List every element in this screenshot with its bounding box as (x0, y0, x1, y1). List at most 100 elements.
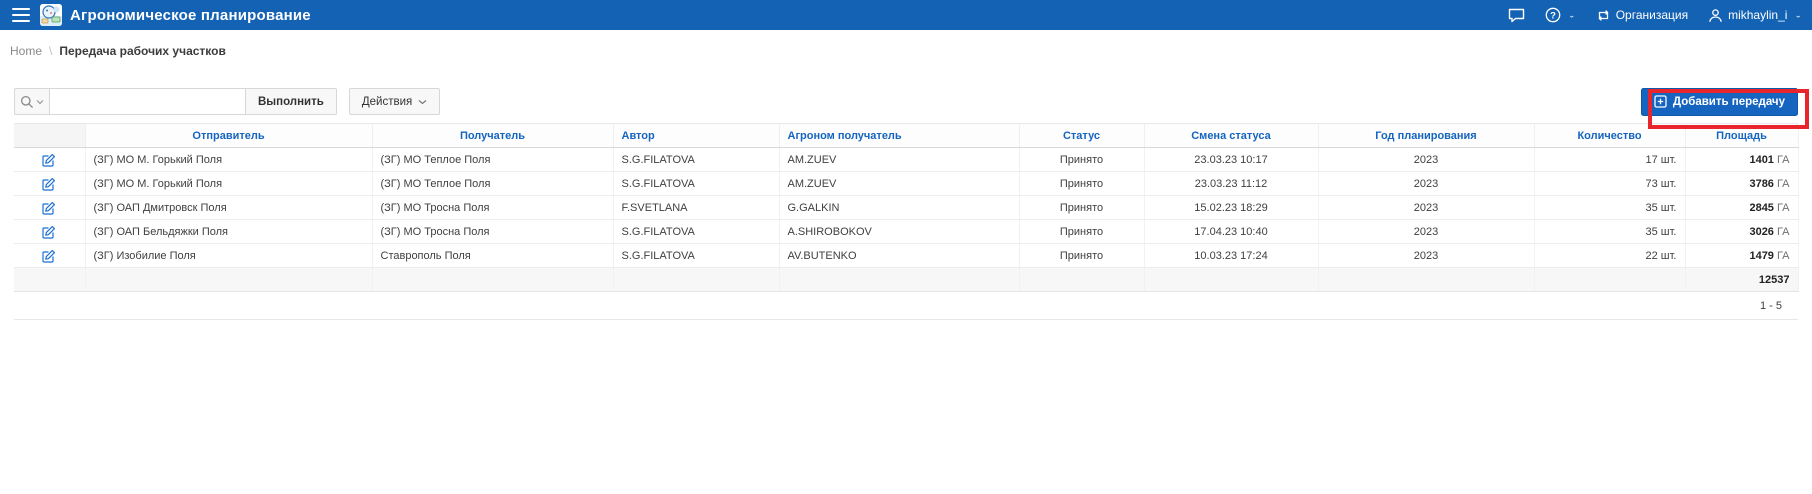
area-value: 3786 (1749, 177, 1774, 190)
cell-author: S.G.FILATOVA (613, 243, 780, 268)
edit-row-icon[interactable] (42, 177, 56, 191)
cell-status: Принято (1019, 195, 1145, 220)
user-menu[interactable]: mikhaylin_i ⌄ (1708, 8, 1802, 23)
cell-receiver: (ЗГ) МО Теплое Поля (372, 147, 614, 172)
area-unit: ГА (1776, 225, 1790, 238)
search-icon (20, 95, 34, 108)
table-header-row: Отправитель Получатель Автор Агроном пол… (14, 123, 1799, 148)
organization-switcher[interactable]: Организация (1596, 8, 1688, 23)
cell-author: S.G.FILATOVA (613, 219, 780, 244)
area-value: 1401 (1749, 153, 1774, 166)
table-body: (ЗГ) МО М. Горький Поля (ЗГ) МО Теплое П… (14, 147, 1799, 268)
cell-agronomist: AV.BUTENKO (779, 243, 1020, 268)
search-input[interactable] (50, 88, 246, 115)
table-row: (ЗГ) ОАП Дмитровск Поля (ЗГ) МО Тросна П… (14, 195, 1799, 220)
cell-planning-year: 2023 (1318, 243, 1535, 268)
cell-sender: (ЗГ) ОАП Дмитровск Поля (85, 195, 373, 220)
plus-square-icon (1654, 95, 1667, 108)
breadcrumb: Home \ Передача рабочих участков (0, 30, 1812, 58)
cell-status: Принято (1019, 243, 1145, 268)
column-header-receiver[interactable]: Получатель (372, 123, 614, 148)
cell-quantity: 73 шт. (1534, 171, 1686, 196)
cell-sender: (ЗГ) МО М. Горький Поля (85, 171, 373, 196)
chevron-down-icon: ⌄ (1568, 10, 1576, 19)
pagination: 1 - 5 (14, 292, 1798, 320)
column-header-planning-year[interactable]: Год планирования (1318, 123, 1535, 148)
breadcrumb-home-link[interactable]: Home (10, 44, 43, 58)
cell-area: 1401 ГА (1685, 147, 1799, 172)
column-header-sender[interactable]: Отправитель (85, 123, 373, 148)
cell-status: Принято (1019, 147, 1145, 172)
report-toolbar: Выполнить Действия Добавить передачу (14, 87, 1798, 116)
column-header-author[interactable]: Автор (613, 123, 780, 148)
cell-status-changed: 15.02.23 18:29 (1144, 195, 1319, 220)
help-menu[interactable]: ? ⌄ (1545, 7, 1576, 23)
column-header-edit (14, 123, 86, 148)
column-header-area[interactable]: Площадь (1685, 123, 1799, 148)
column-header-agronomist[interactable]: Агроном получатель (779, 123, 1020, 148)
go-button[interactable]: Выполнить (245, 88, 337, 115)
cell-quantity: 17 шт. (1534, 147, 1686, 172)
column-header-status[interactable]: Статус (1019, 123, 1145, 148)
table-row: (ЗГ) МО М. Горький Поля (ЗГ) МО Теплое П… (14, 147, 1799, 172)
add-transfer-button[interactable]: Добавить передачу (1640, 87, 1798, 116)
table-row: (ЗГ) Изобилие Поля Ставрополь Поля S.G.F… (14, 243, 1799, 268)
area-unit: ГА (1776, 153, 1790, 166)
area-value: 1479 (1749, 249, 1774, 262)
page-title: Агрономическое планирование (70, 6, 311, 24)
report-region: Выполнить Действия Добавить передачу От (14, 87, 1799, 320)
username: mikhaylin_i (1728, 8, 1788, 22)
chevron-down-icon (36, 99, 44, 104)
organization-label: Организация (1615, 8, 1689, 22)
cell-area: 3026 ГА (1685, 219, 1799, 244)
chevron-down-icon (418, 99, 427, 104)
edit-row-icon[interactable] (42, 153, 56, 167)
cell-agronomist: G.GALKIN (779, 195, 1020, 220)
app-logo-icon (40, 4, 62, 26)
cell-status-changed: 17.04.23 10:40 (1144, 219, 1319, 244)
search-dropdown-button[interactable] (14, 88, 50, 115)
cell-author: S.G.FILATOVA (613, 171, 780, 196)
edit-row-icon[interactable] (42, 201, 56, 215)
cell-planning-year: 2023 (1318, 147, 1535, 172)
cell-status-changed: 10.03.23 17:24 (1144, 243, 1319, 268)
cell-area: 1479 ГА (1685, 243, 1799, 268)
cell-quantity: 22 шт. (1534, 243, 1686, 268)
cell-status: Принято (1019, 219, 1145, 244)
area-value: 2845 (1749, 201, 1774, 214)
cell-status-changed: 23.03.23 11:12 (1144, 171, 1319, 196)
cell-author: S.G.FILATOVA (613, 147, 780, 172)
edit-row-icon[interactable] (42, 225, 56, 239)
svg-text:?: ? (1550, 10, 1556, 21)
cell-sender: (ЗГ) ОАП Бельдяжки Поля (85, 219, 373, 244)
menu-icon[interactable] (12, 8, 30, 22)
cell-status: Принято (1019, 171, 1145, 196)
user-icon (1709, 8, 1722, 22)
cell-area: 3786 ГА (1685, 171, 1799, 196)
cell-area: 2845 ГА (1685, 195, 1799, 220)
cell-receiver: Ставрополь Поля (372, 243, 614, 268)
area-unit: ГА (1776, 201, 1790, 214)
area-value: 3026 (1749, 225, 1774, 238)
edit-row-icon[interactable] (42, 249, 56, 263)
cell-receiver: (ЗГ) МО Теплое Поля (372, 171, 614, 196)
total-row: 12537 (14, 267, 1799, 292)
cell-agronomist: AM.ZUEV (779, 147, 1020, 172)
total-area-value: 12537 (1758, 273, 1790, 286)
cell-quantity: 35 шт. (1534, 195, 1686, 220)
chevron-down-icon: ⌄ (1794, 10, 1802, 19)
breadcrumb-current: Передача рабочих участков (59, 44, 226, 58)
cell-planning-year: 2023 (1318, 219, 1535, 244)
transfers-table: Отправитель Получатель Автор Агроном пол… (14, 123, 1799, 292)
cell-receiver: (ЗГ) МО Тросна Поля (372, 219, 614, 244)
table-row: (ЗГ) ОАП Бельдяжки Поля (ЗГ) МО Тросна П… (14, 219, 1799, 244)
actions-menu-button[interactable]: Действия (348, 88, 441, 115)
cell-receiver: (ЗГ) МО Тросна Поля (372, 195, 614, 220)
breadcrumb-separator: \ (49, 44, 53, 58)
feedback-button[interactable] (1508, 8, 1525, 23)
cell-sender: (ЗГ) Изобилие Поля (85, 243, 373, 268)
cell-quantity: 35 шт. (1534, 219, 1686, 244)
app-header: Агрономическое планирование ? ⌄ Организа… (0, 0, 1812, 30)
column-header-quantity[interactable]: Количество (1534, 123, 1686, 148)
column-header-status-changed[interactable]: Смена статуса (1144, 123, 1319, 148)
